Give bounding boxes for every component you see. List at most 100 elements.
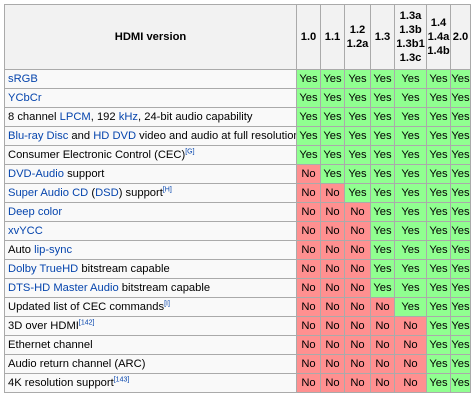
support-cell: Yes	[450, 88, 471, 108]
support-cell: No	[296, 335, 321, 355]
feature-text: Ethernet channel	[8, 339, 93, 351]
table-row: YCbCr Yes Yes Yes Yes Yes Yes Yes	[4, 88, 471, 108]
feature-cell: Auto lip-sync	[4, 240, 297, 260]
feature-text: 3D over HDMI	[8, 320, 79, 332]
support-cell: Yes	[450, 316, 471, 336]
support-cell: Yes	[426, 126, 451, 146]
feature-link[interactable]: DSD	[95, 187, 119, 199]
support-cell: No	[296, 354, 321, 374]
support-cell: No	[320, 373, 345, 393]
feature-cell: 8 channel LPCM, 192 kHz, 24-bit audio ca…	[4, 107, 297, 127]
header-hdmi-version[interactable]: HDMI version	[4, 4, 297, 70]
support-cell: No	[320, 202, 345, 222]
feature-cell: YCbCr	[4, 88, 297, 108]
hdmi-version-comparison-table: HDMI version 1.0 1.1 1.2 1.2a 1.3 1.3a 1.3b 1.3…	[4, 4, 471, 393]
support-cell: Yes	[426, 69, 451, 89]
support-cell: No	[344, 278, 371, 298]
feature-link[interactable]: DVD-Audio	[8, 168, 64, 180]
feature-link[interactable]: Super Audio CD	[8, 187, 89, 199]
feature-text: bitstream capable	[118, 282, 211, 294]
table-row: Super Audio CD (DSD) support[H] No No Yes Ye…	[4, 183, 471, 203]
support-cell: No	[370, 316, 395, 336]
support-cell: Yes	[320, 88, 345, 108]
version-label: 1.2a	[346, 38, 369, 50]
table-row: Dolby TrueHD bitstream capable No No No Yes Y…	[4, 259, 471, 279]
feature-link[interactable]: lip-sync	[34, 244, 73, 256]
feature-cell: Audio return channel (ARC)	[4, 354, 297, 374]
feature-link[interactable]: DTS-HD Master Audio	[8, 282, 119, 294]
feature-link[interactable]: Dolby TrueHD	[8, 263, 79, 275]
header-version-6[interactable]: 2.0	[450, 4, 471, 70]
support-cell: Yes	[320, 69, 345, 89]
support-cell: Yes	[296, 69, 321, 89]
feature-text: and	[68, 130, 94, 142]
feature-link[interactable]: Blu-ray Disc	[8, 130, 69, 142]
support-cell: Yes	[450, 240, 471, 260]
reference-link[interactable]: [142]	[78, 319, 95, 327]
support-cell: Yes	[450, 335, 471, 355]
reference-link[interactable]: [G]	[185, 148, 195, 156]
support-cell: No	[344, 240, 371, 260]
reference-link[interactable]: [143]	[113, 376, 130, 384]
reference-link[interactable]: [I]	[164, 300, 170, 308]
feature-cell: Dolby TrueHD bitstream capable	[4, 259, 297, 279]
support-cell: Yes	[370, 202, 395, 222]
feature-link[interactable]: sRGB	[8, 73, 38, 85]
header-row: HDMI version 1.0 1.1 1.2 1.2a 1.3 1.3a 1.3b 1.3…	[4, 4, 471, 70]
support-cell: Yes	[370, 69, 395, 89]
feature-text: Auto	[8, 244, 35, 256]
support-cell: Yes	[370, 88, 395, 108]
feature-link[interactable]: kHz	[118, 111, 139, 123]
feature-cell: Consumer Electronic Control (CEC)[G]	[4, 145, 297, 165]
support-cell: No	[344, 259, 371, 279]
feature-link[interactable]: YCbCr	[8, 92, 42, 104]
support-cell: Yes	[426, 88, 451, 108]
feature-text: 8 channel	[8, 111, 60, 123]
support-cell: Yes	[370, 278, 395, 298]
header-version-2[interactable]: 1.2 1.2a	[344, 4, 371, 70]
support-cell: Yes	[426, 316, 451, 336]
support-cell: No	[296, 316, 321, 336]
feature-link[interactable]: Deep color	[8, 206, 63, 218]
table-row: Updated list of CEC commands[I] No No No No Y…	[4, 297, 471, 317]
support-cell: No	[344, 373, 371, 393]
table-row: Blu-ray Disc and HD DVD video and audio …	[4, 126, 471, 146]
support-cell: Yes	[450, 145, 471, 165]
header-version-3[interactable]: 1.3	[370, 4, 395, 70]
support-cell: No	[296, 259, 321, 279]
support-cell: No	[296, 240, 321, 260]
support-cell: Yes	[426, 145, 451, 165]
header-version-4[interactable]: 1.3a 1.3b 1.3b1 1.3c	[394, 4, 427, 70]
version-label: 1.4b	[427, 45, 450, 57]
header-version-5[interactable]: 1.4 1.4a 1.4b	[426, 4, 451, 70]
feature-cell: 4K resolution support[143]	[4, 373, 297, 393]
feature-cell: xvYCC	[4, 221, 297, 241]
version-label: 1.3b1	[396, 38, 425, 50]
support-cell: Yes	[426, 107, 451, 127]
support-cell: Yes	[426, 373, 451, 393]
support-cell: No	[370, 335, 395, 355]
support-cell: Yes	[426, 278, 451, 298]
support-cell: No	[394, 316, 427, 336]
reference-link[interactable]: [H]	[162, 186, 172, 194]
support-cell: No	[320, 278, 345, 298]
feature-text: video and audio at full resolution	[136, 130, 297, 142]
table-row: 8 channel LPCM, 192 kHz, 24-bit audio ca…	[4, 107, 471, 127]
header-version-1[interactable]: 1.1	[320, 4, 345, 70]
support-cell: No	[344, 297, 371, 317]
support-cell: Yes	[344, 183, 371, 203]
feature-text: support	[63, 168, 105, 180]
support-cell: Yes	[344, 88, 371, 108]
support-cell: Yes	[450, 373, 471, 393]
feature-link[interactable]: LPCM	[59, 111, 91, 123]
support-cell: No	[296, 202, 321, 222]
feature-link[interactable]: HD DVD	[93, 130, 137, 142]
support-cell: No	[370, 373, 395, 393]
support-cell: No	[394, 354, 427, 374]
support-cell: Yes	[370, 126, 395, 146]
support-cell: Yes	[450, 297, 471, 317]
support-cell: Yes	[426, 183, 451, 203]
header-version-0[interactable]: 1.0	[296, 4, 321, 70]
feature-link[interactable]: xvYCC	[8, 225, 43, 237]
